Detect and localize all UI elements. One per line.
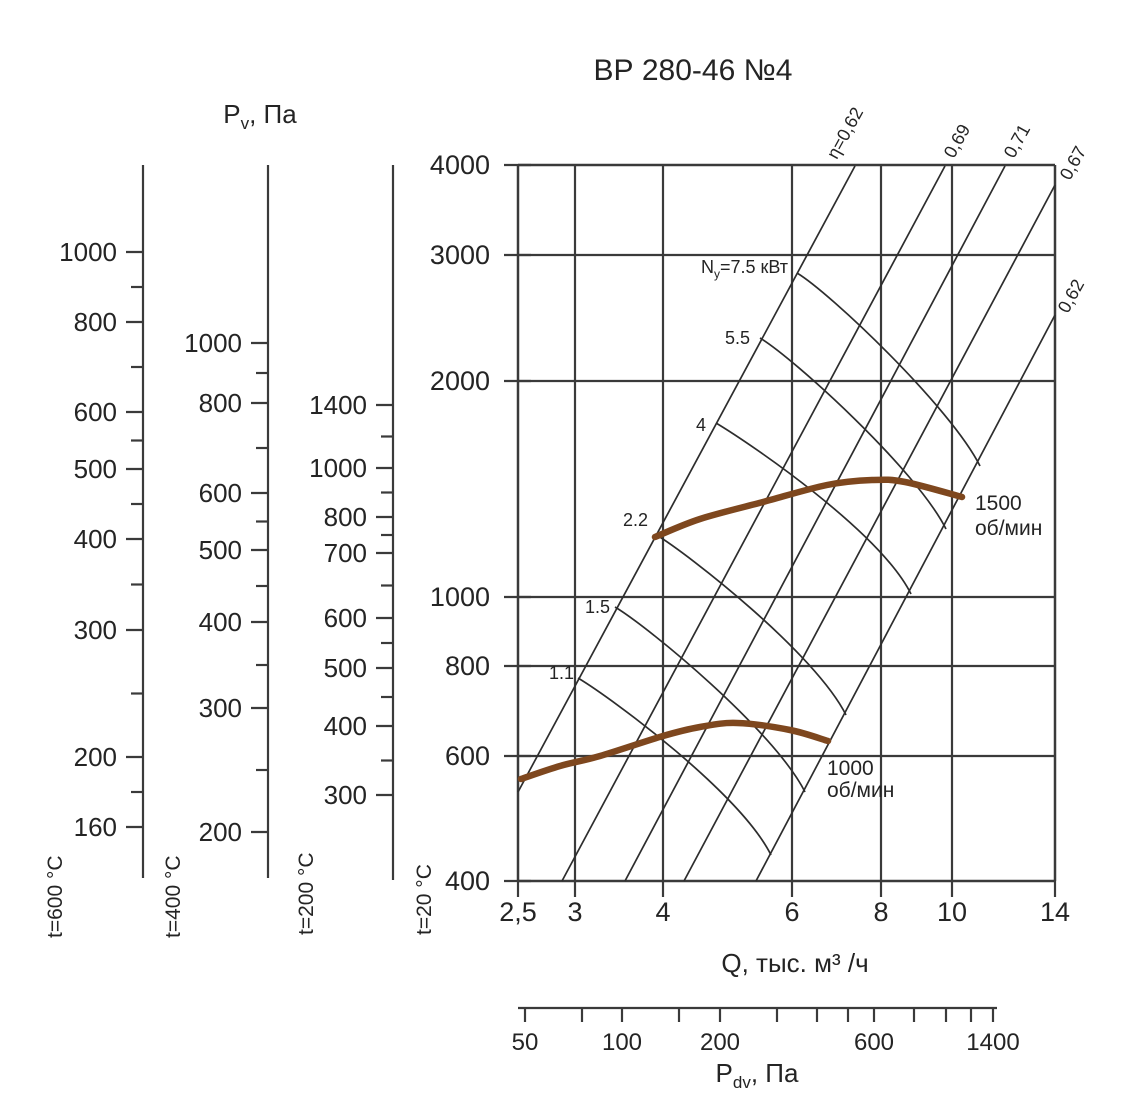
pdv-tick-label: 50 [512,1029,539,1056]
speed-curve-label-1500: 1500 [975,492,1022,515]
aux-tick-label: 600 [324,603,367,633]
y-tick-label: 600 [445,741,490,771]
power-curve-label: 5.5 [725,328,750,348]
x-tick-label: 3 [567,897,582,927]
efficiency-line-label: 0,62 [1054,276,1088,316]
speed-curve-label-1000: об/мин [827,779,894,802]
aux-tick-label: 800 [74,307,117,337]
chart-title: ВР 280-46 №4 [594,54,793,87]
aux-tick-label: 160 [74,812,117,842]
pv-scale-title: Pv, Па [223,99,297,133]
aux-tick-label: 200 [74,742,117,772]
power-curve-label: 1.1 [549,663,574,683]
aux-tick-label: 800 [324,502,367,532]
aux-tick-label: 1000 [184,328,242,358]
aux-scale-title: t=20 °C [413,864,436,935]
x-tick-label: 2,5 [499,897,537,927]
efficiency-line-label: 0,71 [1000,121,1034,161]
power-curve-label: Nу=7.5 кВт [701,257,788,281]
aux-tick-label: 400 [199,607,242,637]
y-tick-label: 800 [445,651,490,681]
power-curve [715,422,912,595]
x-tick-label: 6 [784,897,799,927]
aux-tick-label: 300 [74,615,117,645]
aux-tick-label: 1000 [59,237,117,267]
speed-curve-label-1000: 1000 [827,757,874,780]
efficiency-line-label: η=0,62 [823,104,867,162]
power-curve-label: 1.5 [585,597,610,617]
aux-tick-label: 700 [324,538,367,568]
y-tick-label: 4000 [430,150,490,180]
power-curve [796,272,981,467]
aux-scale-title: t=200 °C [295,852,318,935]
power-curve [654,533,847,716]
power-curve-label: 4 [696,415,706,435]
pdv-scale-title: Pdv, Па [716,1058,799,1092]
y-tick-label: 400 [445,866,490,896]
y-tick-label: 2000 [430,366,490,396]
efficiency-line [755,314,1056,882]
aux-tick-label: 400 [324,711,367,741]
efficiency-line [683,184,1056,882]
aux-tick-label: 1400 [309,390,367,420]
y-tick-label: 3000 [430,240,490,270]
pdv-tick-label: 200 [700,1029,740,1056]
x-tick-label: 4 [655,897,670,927]
chart-graphics: η=0,62 0,69 0,71 0,67 0,62 Nу=7.5 кВт 5.5 4 2.2 1… [44,104,1090,1056]
aux-tick-label: 300 [324,780,367,810]
x-tick-label: 10 [937,897,967,927]
aux-tick-label: 200 [199,817,242,847]
aux-tick-label: 400 [74,524,117,554]
power-curve [577,677,772,856]
x-tick-label: 8 [873,897,888,927]
efficiency-line [517,165,856,793]
speed-curve-1500 [651,476,966,541]
aux-tick-label: 800 [199,388,242,418]
aux-tick-label: 300 [199,693,242,723]
power-curve [759,337,947,530]
efficiency-line [561,165,946,882]
speed-curve-label-1500: об/мин [975,517,1042,540]
aux-scale-title: t=400 °C [162,855,185,938]
y-tick-label: 1000 [430,582,490,612]
speed-curve-1000 [517,719,832,783]
pdv-tick-label: 1400 [966,1029,1019,1056]
aux-tick-label: 500 [74,454,117,484]
efficiency-line-label: 0,69 [940,121,974,161]
pdv-tick-label: 100 [602,1029,642,1056]
aux-tick-label: 500 [324,653,367,683]
aux-tick-label: 600 [199,478,242,508]
aux-tick-label: 600 [74,397,117,427]
x-tick-label: 14 [1040,897,1070,927]
aux-tick-label: 1000 [309,453,367,483]
power-curve [614,606,806,793]
efficiency-line-label: 0,67 [1056,143,1090,183]
aux-scale-title: t=600 °C [44,855,67,938]
aux-tick-label: 500 [199,535,242,565]
x-axis-title: Q, тыс. м³ /ч [721,948,868,978]
pdv-tick-label: 600 [854,1029,894,1056]
power-curve-label: 2.2 [623,510,648,530]
